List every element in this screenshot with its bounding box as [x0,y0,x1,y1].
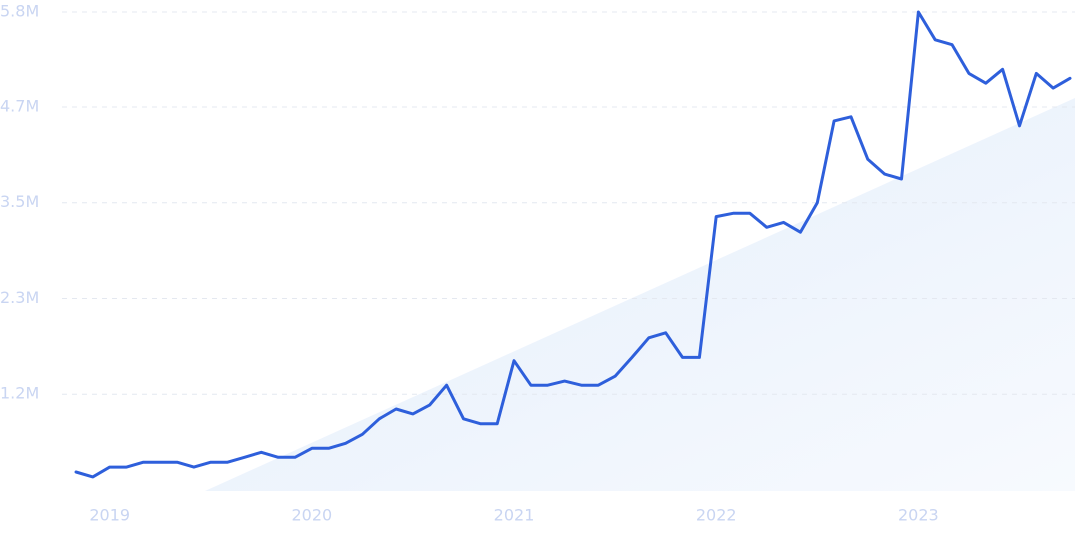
y-tick-label: 4.7M [0,96,39,115]
x-tick-label: 2021 [494,506,535,525]
y-tick-label: 2.3M [0,288,39,307]
plot [74,10,1072,479]
y-tick-label: 1.2M [0,384,39,403]
y-tick-label: 3.5M [0,192,39,211]
x-tick-label: 2020 [292,506,333,525]
x-tick-label: 2019 [89,506,130,525]
grid: 1.2M 2.3M 3.5M 4.7M 5.8M 2019 2020 2021 2022 2023 [0,2,1075,525]
y-tick-label: 5.8M [0,2,39,21]
x-tick-label: 2022 [696,506,737,525]
x-tick-label: 2023 [898,506,939,525]
series-line [74,10,1072,479]
trend-area [205,98,1075,491]
